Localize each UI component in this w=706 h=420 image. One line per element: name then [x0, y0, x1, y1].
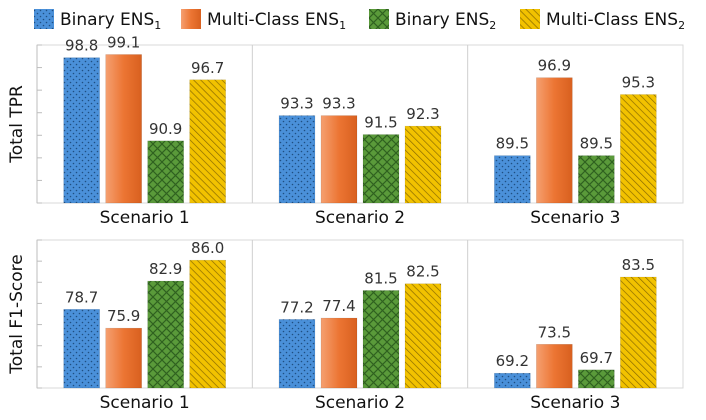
bar-scenario-2-series-3 — [362, 290, 400, 389]
bar-scenario-3-series-4 — [620, 276, 657, 389]
data-label: 89.5 — [496, 135, 529, 153]
legend-swatch-4 — [520, 9, 540, 29]
bar-scenario-2-series-2 — [320, 317, 358, 389]
legend-item-1: Binary ENS1 — [34, 9, 161, 32]
legend-item-4: Multi-Class ENS2 — [520, 9, 685, 32]
data-label: 86.0 — [191, 239, 224, 257]
panel-1: Total TPR 98.8 99.1 90.9 96.7 Scenario 1 93.3 9… — [7, 33, 684, 228]
bar-scenario-1-series-1 — [63, 309, 100, 389]
bar-scenario-2-series-1 — [278, 115, 316, 204]
bar-scenario-1-series-1 — [63, 57, 100, 204]
data-label: 98.8 — [65, 37, 98, 55]
bar-scenario-3-series-2 — [536, 77, 573, 204]
bar-scenario-3-series-1 — [494, 372, 531, 389]
legend-sub-3: 2 — [489, 19, 496, 32]
svg-text:Multi-Class ENS2: Multi-Class ENS2 — [546, 10, 685, 32]
data-label: 96.9 — [538, 57, 571, 75]
x-tick-label: Scenario 1 — [100, 393, 190, 413]
data-label: 82.5 — [406, 263, 439, 281]
data-label: 93.3 — [322, 95, 355, 113]
data-label: 96.7 — [191, 59, 224, 77]
data-label: 73.5 — [538, 323, 571, 341]
legend-item-2: Multi-Class ENS1 — [181, 9, 346, 32]
x-tick-label: Scenario 2 — [315, 208, 405, 228]
data-label: 83.5 — [622, 256, 655, 274]
data-label: 99.1 — [107, 33, 140, 51]
panel-2: Total F1-Score 78.7 75.9 82.9 86.0 Scenario 1… — [7, 239, 684, 413]
data-label: 77.2 — [280, 298, 313, 316]
data-label: 95.3 — [622, 74, 655, 92]
bar-scenario-1-series-4 — [189, 79, 226, 204]
bar-scenario-3-series-3 — [578, 369, 615, 389]
bar-scenario-1-series-4 — [189, 259, 226, 389]
legend-sub-2: 1 — [339, 19, 346, 32]
bar-scenario-3-series-4 — [620, 94, 657, 204]
bar-scenario-2-series-2 — [320, 115, 358, 204]
x-tick-label: Scenario 3 — [530, 208, 620, 228]
y-axis-label: Total TPR — [7, 85, 27, 164]
svg-text:Binary ENS2: Binary ENS2 — [395, 10, 496, 32]
bar-scenario-3-series-1 — [494, 155, 531, 204]
data-label: 75.9 — [107, 307, 140, 325]
data-label: 69.2 — [496, 352, 529, 370]
bar-scenario-2-series-1 — [278, 319, 316, 389]
data-label: 90.9 — [149, 120, 182, 138]
bar-scenario-2-series-4 — [404, 283, 442, 389]
legend: Binary ENS1 Multi-Class ENS1 Binary ENS2… — [34, 9, 685, 32]
legend-swatch-1 — [34, 9, 54, 29]
bar-scenario-2-series-3 — [362, 134, 400, 204]
legend-swatch-3 — [369, 9, 389, 29]
data-label: 81.5 — [364, 269, 397, 287]
x-tick-label: Scenario 3 — [530, 393, 620, 413]
legend-sub-1: 1 — [154, 19, 161, 32]
bar-scenario-1-series-3 — [147, 280, 184, 389]
legend-item-3: Binary ENS2 — [369, 9, 496, 32]
legend-label-2: Multi-Class ENS — [207, 10, 339, 30]
legend-label-1: Binary ENS — [60, 10, 154, 30]
x-tick-label: Scenario 2 — [315, 393, 405, 413]
data-label: 82.9 — [149, 260, 182, 278]
legend-sub-4: 2 — [678, 19, 685, 32]
data-label: 78.7 — [65, 288, 98, 306]
x-tick-label: Scenario 1 — [100, 208, 190, 228]
bar-scenario-1-series-3 — [147, 140, 184, 204]
data-label: 93.3 — [280, 95, 313, 113]
svg-text:Multi-Class ENS1: Multi-Class ENS1 — [207, 10, 346, 32]
data-label: 89.5 — [580, 135, 613, 153]
data-label: 91.5 — [364, 114, 397, 132]
data-label: 69.7 — [580, 349, 613, 367]
bar-scenario-2-series-4 — [404, 125, 442, 204]
bar-scenario-1-series-2 — [105, 54, 142, 204]
y-axis-label: Total F1-Score — [7, 254, 27, 374]
svg-text:Binary ENS1: Binary ENS1 — [60, 10, 161, 32]
data-label: 92.3 — [406, 105, 439, 123]
data-label: 77.4 — [322, 297, 355, 315]
bar-scenario-3-series-2 — [536, 344, 573, 389]
legend-label-3: Binary ENS — [395, 10, 489, 30]
bar-scenario-3-series-3 — [578, 155, 615, 204]
bar-scenario-1-series-2 — [105, 327, 142, 389]
legend-swatch-2 — [181, 9, 201, 29]
legend-label-4: Multi-Class ENS — [546, 10, 678, 30]
